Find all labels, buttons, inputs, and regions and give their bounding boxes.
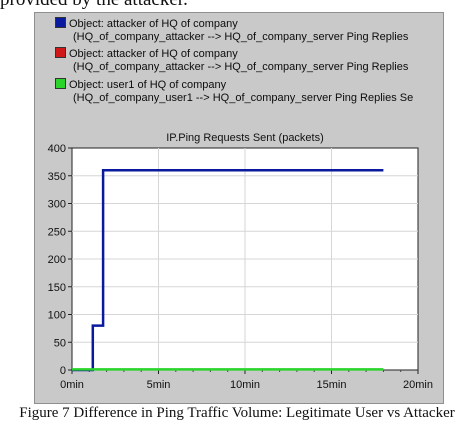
x-tick-label: 15min [317, 379, 347, 391]
y-tick-label: 300 [48, 199, 66, 211]
y-tick-label: 100 [48, 310, 66, 322]
y-tick-label: 350 [48, 171, 66, 183]
legend-entry-attacker-blue: Object: attacker of HQ of company [55, 17, 238, 31]
legend-detail-attacker-red: (HQ_of_company_attacker --> HQ_of_compan… [73, 61, 409, 73]
y-tick-label: 0 [60, 365, 66, 377]
legend-object-label: Object: attacker of HQ of company [69, 48, 238, 60]
x-tick-label: 0min [60, 379, 84, 391]
y-tick-label: 150 [48, 282, 66, 294]
legend-object-label: Object: user1 of HQ of company [69, 79, 227, 91]
chart-title: IP.Ping Requests Sent (packets) [166, 132, 324, 144]
x-tick-label: 20min [403, 379, 433, 391]
y-tick-label: 50 [54, 337, 66, 349]
x-tick-label: 5min [147, 379, 171, 391]
top-text-fragment: provided by the attacker. [0, 0, 474, 11]
legend-entry-user1-green: Object: user1 of HQ of company [55, 78, 226, 92]
legend-swatch-blue [55, 17, 66, 28]
y-tick-label: 250 [48, 226, 66, 238]
legend-swatch-red [55, 47, 66, 58]
legend-object-label: Object: attacker of HQ of company [69, 18, 238, 30]
legend-swatch-green [55, 78, 66, 89]
y-tick-label: 200 [48, 254, 66, 266]
legend-detail-attacker-blue: (HQ_of_company_attacker --> HQ_of_compan… [73, 31, 409, 43]
legend-detail-user1-green: (HQ_of_company_user1 --> HQ_of_company_s… [73, 92, 414, 104]
y-tick-label: 400 [48, 143, 66, 155]
figure-caption: Figure 7 Difference in Ping Traffic Volu… [19, 405, 455, 421]
legend-entry-attacker-red: Object: attacker of HQ of company [55, 47, 238, 61]
x-tick-label: 10min [230, 379, 260, 391]
